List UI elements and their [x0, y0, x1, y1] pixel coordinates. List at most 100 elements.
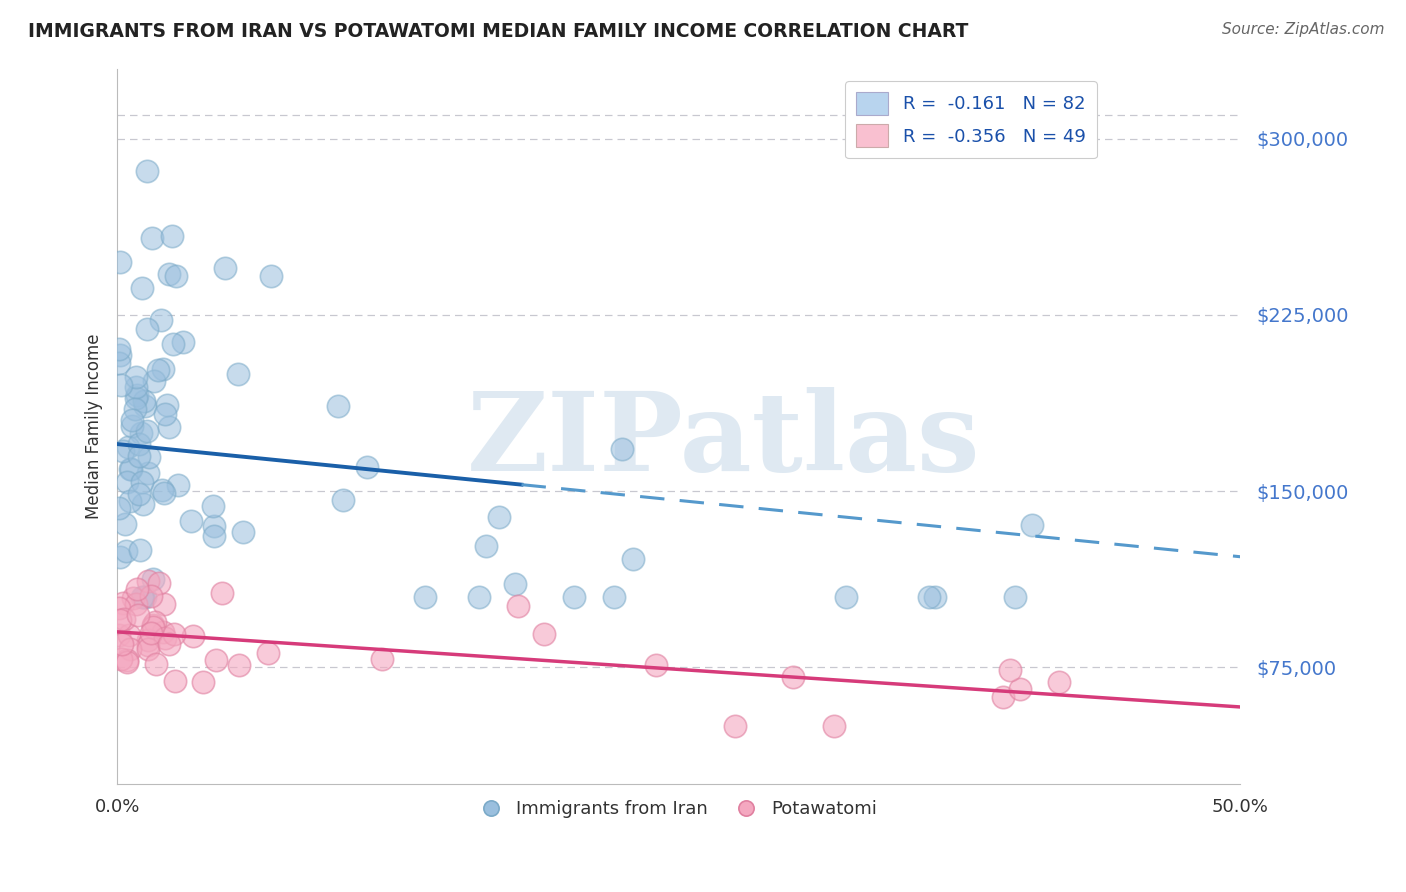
- Point: [108, 601, 131, 615]
- Point: [156, 398, 179, 412]
- Text: IMMIGRANTS FROM IRAN VS POTAWATOMI MEDIAN FAMILY INCOME CORRELATION CHART: IMMIGRANTS FROM IRAN VS POTAWATOMI MEDIA…: [28, 22, 969, 41]
- Point: [141, 589, 163, 603]
- Point: [124, 402, 146, 417]
- Point: [111, 637, 134, 651]
- Point: [724, 719, 747, 733]
- Point: [125, 388, 148, 402]
- Point: [152, 486, 174, 500]
- Point: [120, 494, 142, 508]
- Point: [141, 231, 163, 245]
- Point: [1047, 675, 1070, 690]
- Point: [125, 370, 148, 384]
- Point: [132, 590, 155, 604]
- Point: [128, 542, 150, 557]
- Point: [118, 642, 141, 657]
- Point: [214, 261, 236, 276]
- Point: [562, 590, 585, 604]
- Point: [134, 400, 156, 414]
- Point: [128, 449, 150, 463]
- Point: [108, 550, 131, 565]
- Point: [108, 628, 131, 642]
- Point: [142, 572, 165, 586]
- Point: [603, 590, 626, 604]
- Point: [121, 419, 143, 434]
- Point: [134, 394, 156, 409]
- Point: [138, 450, 160, 464]
- Point: [503, 577, 526, 591]
- Point: [204, 653, 226, 667]
- Point: [142, 618, 165, 632]
- Point: [122, 591, 145, 606]
- Y-axis label: Median Family Income: Median Family Income: [86, 334, 103, 519]
- Point: [155, 631, 177, 645]
- Point: [117, 440, 139, 454]
- Point: [468, 590, 491, 604]
- Point: [115, 653, 138, 667]
- Point: [125, 597, 148, 611]
- Point: [645, 658, 668, 673]
- Point: [183, 629, 205, 643]
- Point: [157, 420, 180, 434]
- Point: [115, 475, 138, 489]
- Point: [134, 590, 156, 604]
- Point: [924, 590, 946, 604]
- Point: [145, 657, 167, 671]
- Point: [211, 586, 233, 600]
- Point: [150, 483, 173, 498]
- Point: [108, 500, 131, 515]
- Point: [165, 268, 187, 283]
- Point: [193, 675, 215, 690]
- Point: [110, 377, 132, 392]
- Point: [998, 663, 1021, 677]
- Point: [148, 576, 170, 591]
- Point: [152, 625, 174, 640]
- Point: [162, 336, 184, 351]
- Point: [125, 582, 148, 597]
- Point: [475, 539, 498, 553]
- Point: [823, 719, 845, 733]
- Point: [1008, 682, 1031, 697]
- Point: [128, 487, 150, 501]
- Point: [112, 612, 135, 626]
- Point: [835, 590, 858, 604]
- Point: [115, 543, 138, 558]
- Point: [108, 348, 131, 362]
- Point: [117, 628, 139, 642]
- Point: [136, 424, 159, 438]
- Point: [108, 342, 131, 356]
- Point: [128, 436, 150, 450]
- Point: [114, 516, 136, 531]
- Point: [228, 658, 250, 673]
- Point: [131, 281, 153, 295]
- Point: [143, 615, 166, 629]
- Point: [124, 379, 146, 393]
- Point: [328, 399, 350, 413]
- Point: [143, 374, 166, 388]
- Point: [202, 519, 225, 533]
- Point: [138, 632, 160, 647]
- Point: [488, 509, 510, 524]
- Text: ZIPatlas: ZIPatlas: [467, 387, 980, 494]
- Point: [232, 524, 254, 539]
- Point: [125, 391, 148, 405]
- Point: [129, 426, 152, 441]
- Point: [152, 361, 174, 376]
- Point: [356, 460, 378, 475]
- Point: [138, 466, 160, 480]
- Point: [153, 597, 176, 611]
- Point: [157, 637, 180, 651]
- Point: [120, 462, 142, 476]
- Point: [155, 407, 177, 421]
- Point: [228, 367, 250, 381]
- Legend: Immigrants from Iran, Potawatomi: Immigrants from Iran, Potawatomi: [472, 793, 884, 825]
- Point: [610, 442, 633, 457]
- Point: [370, 652, 392, 666]
- Point: [1021, 518, 1043, 533]
- Point: [110, 614, 132, 628]
- Point: [131, 590, 153, 604]
- Point: [131, 475, 153, 489]
- Point: [111, 444, 134, 458]
- Point: [121, 413, 143, 427]
- Point: [202, 529, 225, 543]
- Point: [115, 655, 138, 669]
